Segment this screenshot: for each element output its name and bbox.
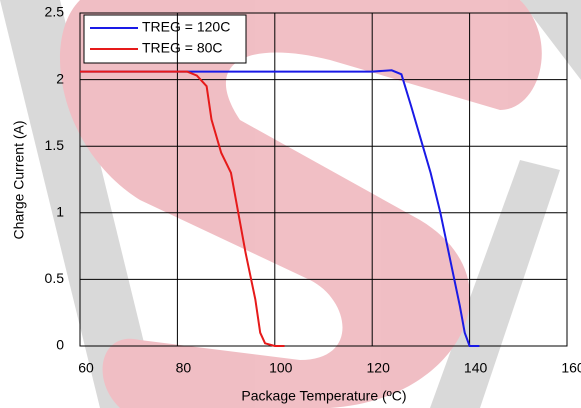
y-tick-label: 0 (56, 337, 64, 353)
y-tick-label: 1 (56, 204, 64, 220)
x-tick-label: 160 (561, 360, 581, 376)
data-line (80, 70, 285, 347)
legend (83, 14, 247, 64)
y-tick-label: 2.5 (45, 4, 65, 20)
x-tick-label: 120 (367, 360, 391, 376)
x-tick-label: 60 (78, 360, 94, 376)
y-tick-label: 2 (56, 70, 64, 86)
y-axis-label: Charge Current (A) (11, 120, 27, 239)
legend-label: TREG = 80C (142, 40, 223, 56)
x-tick-label: 140 (464, 360, 488, 376)
x-tick-label: 80 (176, 360, 192, 376)
y-tick-label: 0.5 (45, 270, 65, 286)
x-tick-label: 100 (269, 360, 293, 376)
legend-label: TREG = 120C (142, 19, 230, 35)
y-tick-label: 1.5 (45, 137, 65, 153)
x-axis-label: Package Temperature (ºC) (241, 388, 406, 404)
data-line (80, 69, 480, 347)
